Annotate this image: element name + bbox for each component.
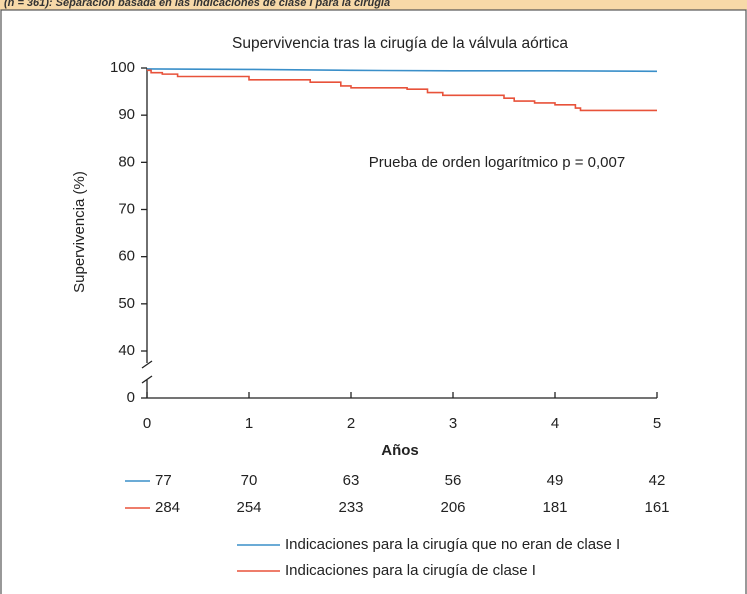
y-tick-label: 40 [118,342,135,359]
at-risk-count: 181 [542,499,567,516]
at-risk-count: 63 [343,472,360,489]
at-risk-count: 254 [236,499,261,516]
y-tick-label: 50 [118,295,135,312]
x-tick-label: 2 [347,415,355,432]
x-tick-label: 4 [551,415,559,432]
banner-text: (n = 361): Separación basada en las indi… [4,0,390,9]
y-tick-label: 90 [118,106,135,123]
axis-break [141,375,153,384]
survival-curve [146,68,658,73]
x-axis-label: Años [381,442,419,459]
x-tick-label: 0 [143,415,151,432]
y-tick-label: 0 [127,389,135,406]
y-axis-label: Supervivencia (%) [71,171,88,293]
y-tick-label: 80 [118,153,135,170]
at-risk-count: 56 [445,472,462,489]
x-tick-label: 1 [245,415,253,432]
banner-bar [0,0,747,10]
at-risk-count: 161 [644,499,669,516]
at-risk-count: 70 [241,472,258,489]
at-risk-count: 77 [155,472,172,489]
annotation: Prueba de orden logarítmico p = 0,007 [369,154,625,171]
frame [0,9,747,594]
axis-break [141,360,153,369]
at-risk-count: 206 [440,499,465,516]
x-tick-label: 5 [653,415,661,432]
chart-title: Supervivencia tras la cirugía de la válv… [232,35,568,52]
x-tick-label: 3 [449,415,457,432]
at-risk-count: 42 [649,472,666,489]
legend-label: Indicaciones para la cirugía de clase I [285,562,536,579]
survival-curve [147,69,657,112]
at-risk-count: 233 [338,499,363,516]
legend-label: Indicaciones para la cirugía que no eran… [285,536,620,553]
at-risk-count: 49 [547,472,564,489]
y-tick-label: 60 [118,248,135,265]
y-tick-label: 70 [118,200,135,217]
at-risk-count: 284 [155,499,180,516]
y-tick-label: 100 [110,59,135,76]
